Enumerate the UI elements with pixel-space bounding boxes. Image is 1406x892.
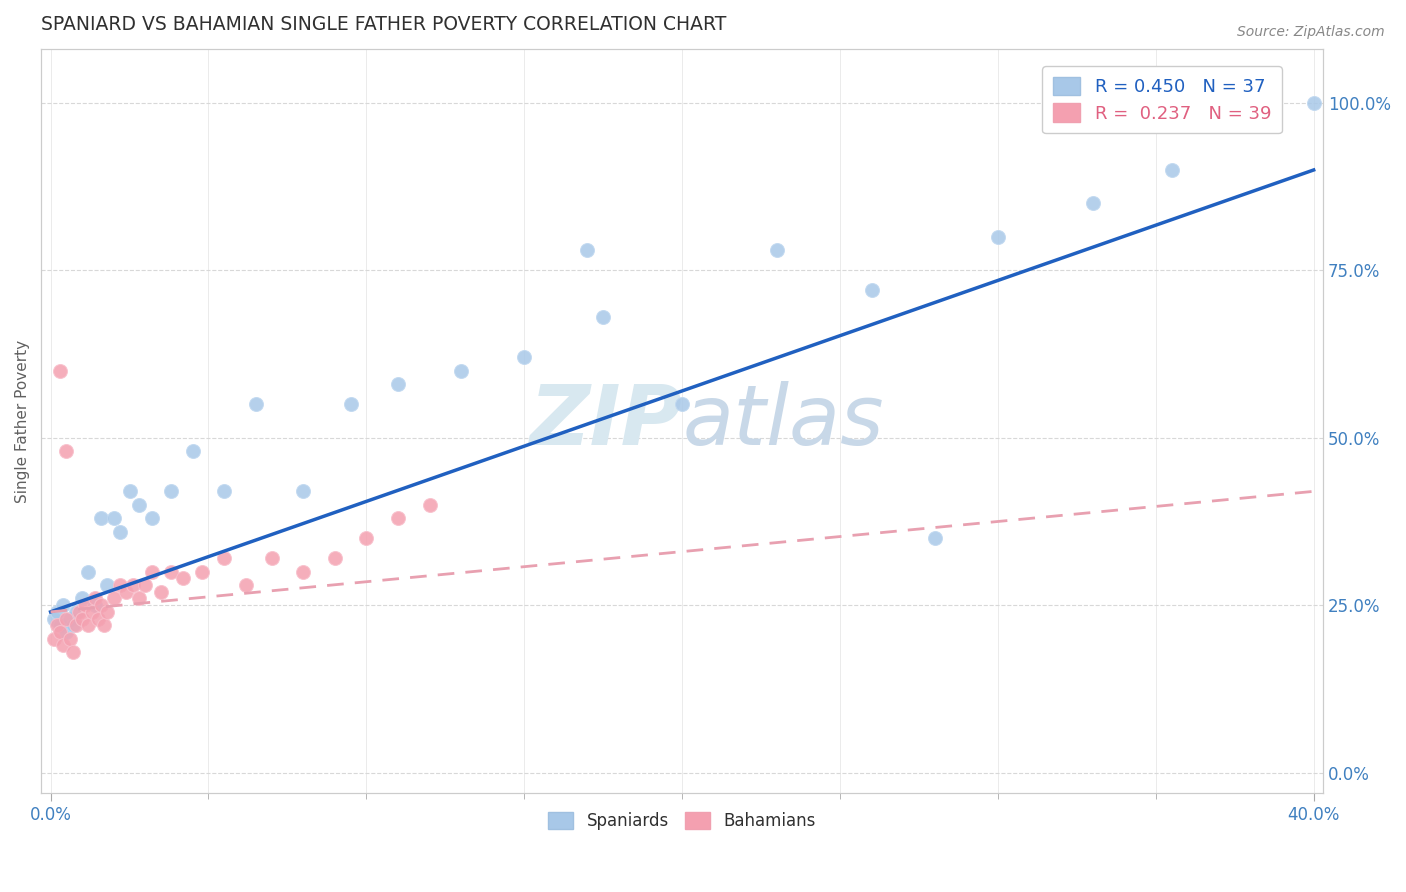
Point <box>214 484 236 499</box>
Text: SPANIARD VS BAHAMIAN SINGLE FATHER POVERTY CORRELATION CHART: SPANIARD VS BAHAMIAN SINGLE FATHER POVER… <box>41 15 727 34</box>
Point <box>52 638 75 652</box>
Point <box>235 578 257 592</box>
Point <box>49 618 72 632</box>
Point <box>191 565 214 579</box>
Point <box>592 310 614 325</box>
Point <box>150 584 173 599</box>
Text: atlas: atlas <box>682 381 884 461</box>
Point <box>513 351 536 365</box>
Point <box>387 377 409 392</box>
Point <box>671 397 693 411</box>
Point <box>141 511 163 525</box>
Point <box>576 244 599 258</box>
Point <box>172 571 194 585</box>
Point <box>49 624 72 639</box>
Point <box>70 591 93 606</box>
Point <box>83 591 105 606</box>
Point <box>42 632 65 646</box>
Point <box>245 397 267 411</box>
Point <box>90 511 112 525</box>
Point <box>58 611 80 625</box>
Point <box>62 618 84 632</box>
Point <box>80 605 103 619</box>
Point <box>387 511 409 525</box>
Point <box>1081 196 1104 211</box>
Point <box>128 498 150 512</box>
Point <box>159 565 181 579</box>
Point <box>141 565 163 579</box>
Text: ZIP: ZIP <box>530 381 682 461</box>
Point <box>49 364 72 378</box>
Point <box>52 598 75 612</box>
Point <box>159 484 181 499</box>
Point <box>323 551 346 566</box>
Point <box>924 531 946 545</box>
Point <box>1302 95 1324 110</box>
Point <box>108 524 131 539</box>
Point <box>118 484 141 499</box>
Text: Source: ZipAtlas.com: Source: ZipAtlas.com <box>1237 25 1385 39</box>
Point <box>1160 163 1182 178</box>
Point <box>339 397 361 411</box>
Point <box>103 511 125 525</box>
Y-axis label: Single Father Poverty: Single Father Poverty <box>15 340 30 502</box>
Point <box>93 618 115 632</box>
Point <box>450 364 472 378</box>
Point <box>96 605 118 619</box>
Legend: Spaniards, Bahamians: Spaniards, Bahamians <box>541 805 823 837</box>
Point <box>55 624 77 639</box>
Point <box>260 551 283 566</box>
Point <box>860 284 883 298</box>
Point <box>58 632 80 646</box>
Point <box>42 611 65 625</box>
Point <box>292 484 315 499</box>
Point <box>96 578 118 592</box>
Point <box>121 578 143 592</box>
Point <box>65 605 87 619</box>
Point <box>115 584 138 599</box>
Point <box>108 578 131 592</box>
Point <box>62 645 84 659</box>
Point <box>87 611 110 625</box>
Point <box>75 598 97 612</box>
Point <box>766 244 789 258</box>
Point <box>77 618 100 632</box>
Point <box>70 611 93 625</box>
Point <box>55 444 77 458</box>
Point <box>77 565 100 579</box>
Point <box>83 598 105 612</box>
Point <box>134 578 156 592</box>
Point <box>181 444 204 458</box>
Point <box>90 598 112 612</box>
Point <box>67 605 90 619</box>
Point <box>45 618 67 632</box>
Point <box>987 230 1010 244</box>
Point <box>55 611 77 625</box>
Point <box>356 531 378 545</box>
Point <box>418 498 440 512</box>
Point <box>128 591 150 606</box>
Point <box>103 591 125 606</box>
Point <box>65 618 87 632</box>
Point <box>214 551 236 566</box>
Point <box>45 605 67 619</box>
Point <box>292 565 315 579</box>
